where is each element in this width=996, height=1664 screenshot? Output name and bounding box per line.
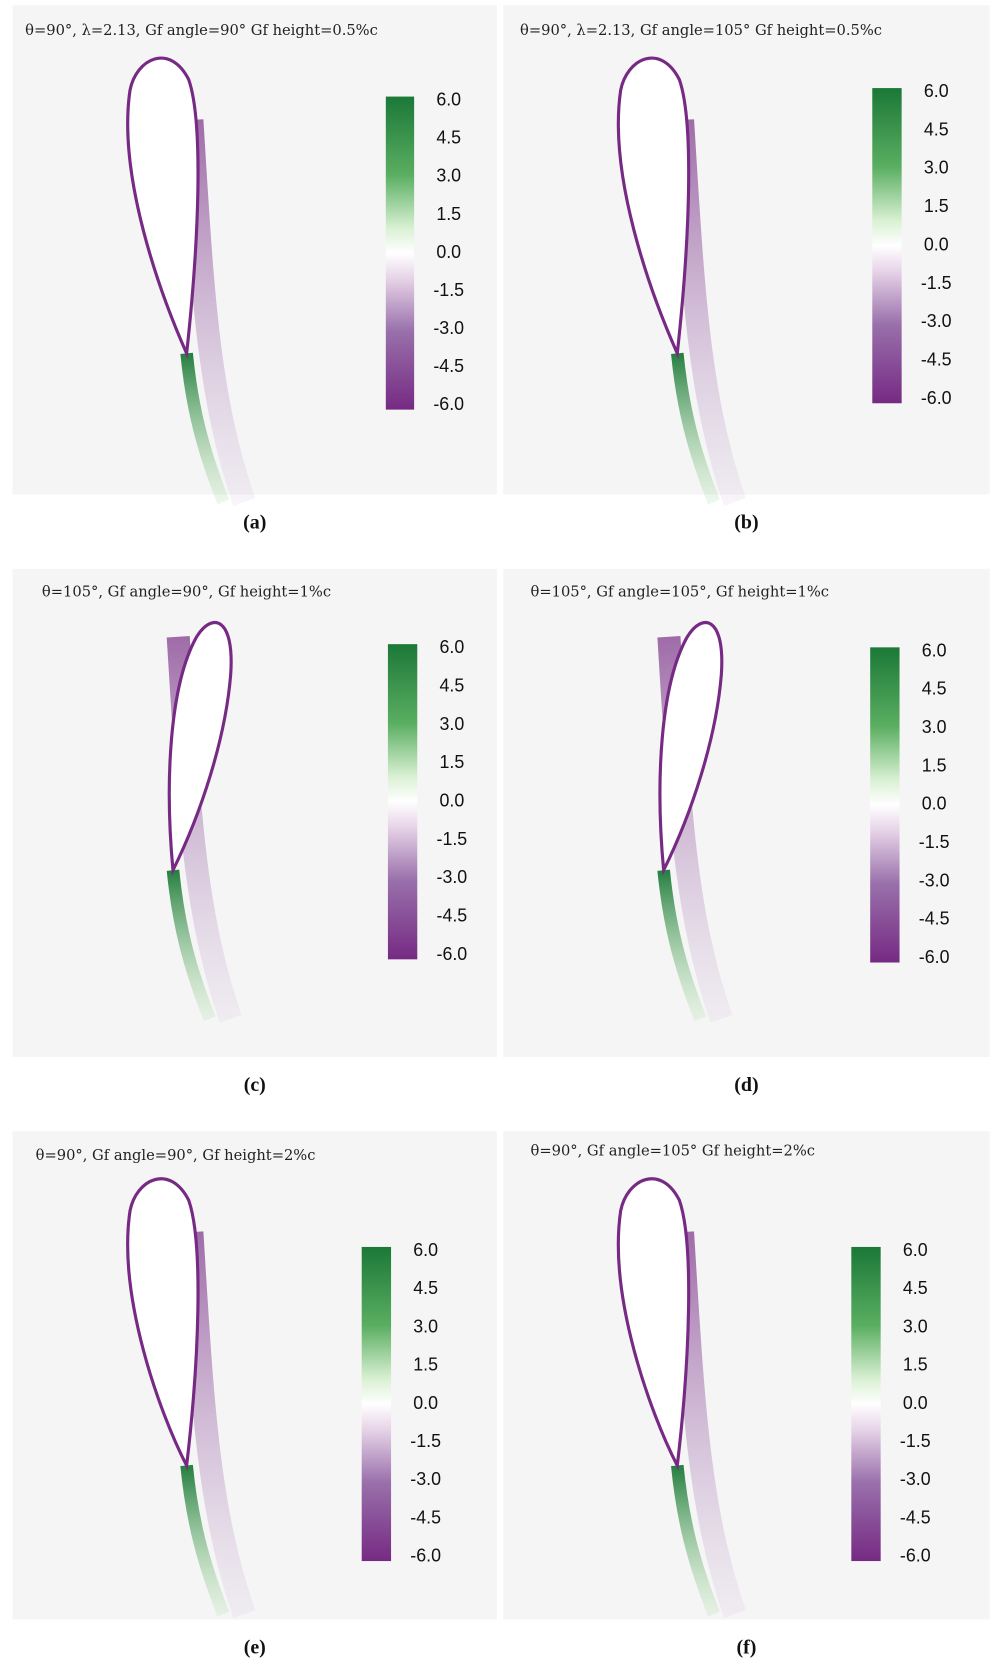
colorbar	[851, 1247, 880, 1561]
colorbar-tick-label: -6.0	[437, 944, 468, 964]
colorbar-tick-label: 3.0	[924, 158, 949, 178]
panel-background	[503, 5, 989, 494]
colorbar	[362, 1247, 391, 1561]
colorbar-tick-label: -1.5	[410, 1431, 441, 1451]
panel-background	[13, 569, 497, 1057]
colorbar-tick-label: -3.0	[900, 1469, 931, 1489]
colorbar-tick-label: 1.5	[436, 204, 461, 224]
panel-label: (e)	[244, 1636, 266, 1658]
panel: 6.0 4.5 3.0 1.5 0.0 -1.5 -3.0 -4.5 -6.0 θ=90°, Gf…	[13, 1131, 497, 1658]
colorbar	[388, 644, 417, 959]
colorbar-tick-label: 3.0	[439, 714, 464, 734]
figure: 6.0 4.5 3.0 1.5 0.0 -1.5 -3.0 -4.5 -6.0 θ=90°, λ=…	[0, 0, 996, 1664]
colorbar-tick-label: -4.5	[900, 1507, 931, 1527]
colorbar-tick-label: -1.5	[900, 1431, 931, 1451]
colorbar-tick-label: -6.0	[900, 1545, 931, 1565]
colorbar-tick-label: -1.5	[921, 273, 952, 293]
colorbar-tick-label: -4.5	[919, 909, 950, 929]
colorbar-tick-label: 3.0	[436, 166, 461, 186]
colorbar	[870, 647, 899, 962]
panel-title: θ=90°, λ=2.13, Gf angle=90° Gf height=0.…	[25, 22, 378, 39]
panel: 6.0 4.5 3.0 1.5 0.0 -1.5 -3.0 -4.5 -6.0 θ=90°, Gf…	[503, 1131, 989, 1658]
colorbar-tick-label: 6.0	[436, 89, 461, 109]
colorbar-tick-label: 0.0	[922, 794, 947, 814]
panel: 6.0 4.5 3.0 1.5 0.0 -1.5 -3.0 -4.5 -6.0 θ=105°, G…	[503, 569, 989, 1096]
colorbar-tick-label: -6.0	[919, 947, 950, 967]
colorbar-tick-label: 1.5	[924, 196, 949, 216]
colorbar-tick-label: 3.0	[413, 1316, 438, 1336]
colorbar-tick-label: 0.0	[413, 1393, 438, 1413]
colorbar-tick-label: 1.5	[439, 752, 464, 772]
colorbar-tick-label: -6.0	[410, 1545, 441, 1565]
panel-label: (f)	[737, 1636, 757, 1658]
colorbar-tick-label: 6.0	[439, 637, 464, 657]
panel-label: (d)	[734, 1074, 758, 1096]
panel-title: θ=90°, Gf angle=105° Gf height=2%c	[531, 1143, 815, 1160]
colorbar	[872, 88, 901, 403]
colorbar-tick-label: -1.5	[437, 829, 468, 849]
colorbar-tick-label: -6.0	[433, 394, 464, 414]
colorbar-tick-label: 4.5	[924, 119, 949, 139]
colorbar-tick-label: 6.0	[413, 1240, 438, 1260]
colorbar-tick-label: 6.0	[924, 81, 949, 101]
colorbar-tick-label: 0.0	[439, 790, 464, 810]
panel-label: (b)	[734, 511, 758, 533]
colorbar-tick-label: 0.0	[436, 242, 461, 262]
panel: 6.0 4.5 3.0 1.5 0.0 -1.5 -3.0 -4.5 -6.0 θ=105°, G…	[13, 569, 497, 1096]
colorbar-tick-label: -4.5	[921, 349, 952, 369]
colorbar-tick-label: -3.0	[437, 867, 468, 887]
colorbar-tick-label: 4.5	[903, 1278, 928, 1298]
colorbar-tick-label: 4.5	[413, 1278, 438, 1298]
colorbar-tick-label: 6.0	[922, 640, 947, 660]
colorbar-tick-label: 6.0	[903, 1240, 928, 1260]
panel-background	[13, 5, 497, 494]
colorbar-tick-label: -6.0	[921, 388, 952, 408]
panel-title: θ=105°, Gf angle=105°, Gf height=1%c	[531, 583, 829, 600]
colorbar-tick-label: 4.5	[439, 675, 464, 695]
panel-title: θ=90°, λ=2.13, Gf angle=105° Gf height=0…	[520, 22, 882, 39]
colorbar	[386, 97, 414, 410]
colorbar-tick-label: -4.5	[437, 905, 468, 925]
colorbar-tick-label: 4.5	[922, 679, 947, 699]
colorbar-tick-label: -4.5	[433, 356, 464, 376]
panel-background	[503, 569, 989, 1057]
panel-label: (c)	[244, 1074, 266, 1096]
panel: 6.0 4.5 3.0 1.5 0.0 -1.5 -3.0 -4.5 -6.0 θ=90°, λ=…	[503, 5, 989, 533]
colorbar-tick-label: 3.0	[903, 1316, 928, 1336]
panel: 6.0 4.5 3.0 1.5 0.0 -1.5 -3.0 -4.5 -6.0 θ=90°, λ=…	[13, 5, 497, 533]
colorbar-tick-label: 0.0	[903, 1393, 928, 1413]
panel-title: θ=90°, Gf angle=90°, Gf height=2%c	[36, 1147, 316, 1164]
colorbar-tick-label: 1.5	[922, 755, 947, 775]
panel-title: θ=105°, Gf angle=90°, Gf height=1%c	[42, 583, 331, 600]
panel-label: (a)	[243, 511, 266, 533]
colorbar-tick-label: -3.0	[919, 870, 950, 890]
colorbar-tick-label: 3.0	[922, 717, 947, 737]
colorbar-tick-label: 1.5	[413, 1354, 438, 1374]
colorbar-tick-label: -1.5	[919, 832, 950, 852]
colorbar-tick-label: -1.5	[433, 280, 464, 300]
colorbar-tick-label: 1.5	[903, 1354, 928, 1374]
colorbar-tick-label: -3.0	[410, 1469, 441, 1489]
colorbar-tick-label: 0.0	[924, 234, 949, 254]
colorbar-tick-label: -3.0	[433, 318, 464, 338]
colorbar-tick-label: -3.0	[921, 311, 952, 331]
colorbar-tick-label: -4.5	[410, 1507, 441, 1527]
colorbar-tick-label: 4.5	[436, 128, 461, 148]
